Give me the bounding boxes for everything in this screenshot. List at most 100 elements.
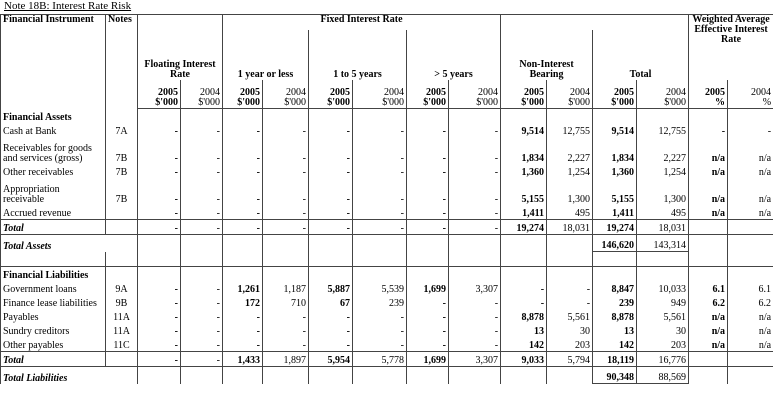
cell: - [137, 337, 181, 352]
row-note: 9B [105, 295, 138, 309]
cell [262, 108, 309, 123]
cell: 5,155 [592, 178, 638, 205]
cell: - [447, 337, 502, 352]
cell: n/a [688, 137, 729, 164]
cell: - [352, 337, 407, 352]
cell [0, 251, 106, 267]
col-head: Notes [105, 14, 138, 109]
cell [727, 366, 773, 384]
col-year: 2005 $'000 [406, 80, 449, 109]
cell [546, 108, 594, 123]
cell [688, 366, 729, 384]
row-label: Government loans [0, 281, 106, 295]
cell [406, 108, 449, 123]
cell: 1,699 [406, 281, 449, 295]
unit: $'000 [664, 97, 687, 108]
group-head: > 5 years [405, 30, 502, 80]
row-note: 11A [105, 309, 138, 323]
row-label: Payables [0, 309, 106, 323]
row-note [105, 219, 138, 235]
cell: - [688, 123, 729, 137]
cell: - [180, 219, 223, 235]
rate-table: Financial Instrument Notes Fixed Interes… [0, 14, 773, 384]
cell [727, 351, 773, 367]
unit: $'000 [423, 97, 446, 108]
total-row: Total - -1,433 1,897 5,954 5,778 1,699 3,307 9,0… [0, 351, 773, 367]
cell [500, 108, 548, 123]
cell: - [222, 337, 263, 352]
cell [406, 234, 449, 252]
cell: 3,307 [447, 351, 502, 367]
cell: - [137, 123, 181, 137]
cell [137, 266, 181, 281]
section-title: Financial Liabilities [0, 266, 106, 281]
row-label: Finance lease liabilities [0, 295, 106, 309]
cell: 5,887 [308, 281, 353, 295]
row-note: 9A [105, 281, 138, 295]
total-row: Total - - - - - - - -19,274 18,031 19,274 18,031 [0, 219, 773, 235]
cell: - [262, 137, 309, 164]
cell: 1,187 [262, 281, 309, 295]
cell: 16,776 [636, 351, 690, 367]
cell: 1,834 [592, 137, 638, 164]
table-head: Financial Instrument Notes Fixed Interes… [0, 14, 773, 109]
cell: - [546, 295, 594, 309]
spacer [137, 14, 223, 30]
col-head: Financial Instrument [0, 14, 106, 109]
cell [352, 234, 407, 252]
cell: 13 [592, 323, 638, 337]
cell [105, 108, 138, 123]
cell: - [137, 164, 181, 178]
year: 2004 [666, 87, 687, 98]
cell: - [180, 281, 223, 295]
group-head: Non-Interest Bearing [500, 30, 594, 80]
row-note: 7B [105, 164, 138, 178]
cell: - [180, 337, 223, 352]
cell [447, 366, 502, 384]
cell: - [262, 123, 309, 137]
cell: 203 [546, 337, 594, 352]
cell: 12,755 [636, 123, 690, 137]
cell: - [180, 164, 223, 178]
cell: - [137, 219, 181, 235]
note-title: Note 18B: Interest Rate Risk [4, 0, 132, 12]
row-label: Other payables [0, 337, 106, 352]
cell: - [308, 337, 353, 352]
cell [636, 266, 690, 281]
cell [727, 234, 773, 252]
cell: 1,897 [262, 351, 309, 367]
col-year: 2004 $'000 [447, 80, 502, 109]
year: 2004 [286, 87, 306, 98]
year: 2004 [200, 87, 220, 98]
data-row: Cash at Bank 7A - - - - - - - -9,514 12,755 9,514 12… [0, 123, 773, 137]
cell: 5,539 [352, 281, 407, 295]
cell [406, 266, 449, 281]
cell [105, 266, 138, 281]
cell: 9,033 [500, 351, 548, 367]
cell: - [308, 137, 353, 164]
cell [447, 266, 502, 281]
row-label: Other receivables [0, 164, 106, 178]
cell: - [727, 123, 773, 137]
cell: 1,834 [500, 137, 548, 164]
cell [105, 251, 138, 267]
cell: n/a [688, 337, 729, 352]
cell: 88,569 [636, 366, 690, 384]
cell [688, 351, 729, 367]
row-label: Total Liabilities [0, 366, 138, 384]
cell [500, 366, 548, 384]
cell: 949 [636, 295, 690, 309]
cell: n/a [688, 205, 729, 220]
cell: 1,699 [406, 351, 449, 367]
row-label: Receivables for goods and services (gros… [0, 137, 106, 164]
row-label: Total [0, 351, 106, 367]
unit: % [762, 97, 772, 108]
year: 2005 [614, 87, 635, 98]
cell [727, 108, 773, 123]
cell [262, 251, 309, 267]
unit: $'000 [237, 97, 260, 108]
cell [447, 251, 502, 267]
cell: - [262, 323, 309, 337]
cell: - [262, 205, 309, 220]
cell: - [447, 123, 502, 137]
